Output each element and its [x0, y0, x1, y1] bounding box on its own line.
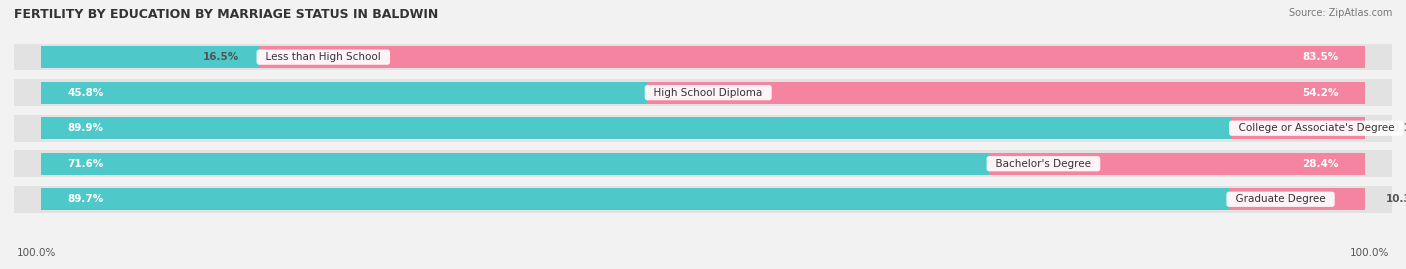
- Text: 71.6%: 71.6%: [67, 159, 104, 169]
- Bar: [41, 153, 990, 175]
- Bar: [41, 82, 647, 104]
- Text: 16.5%: 16.5%: [202, 52, 239, 62]
- Bar: [990, 153, 1365, 175]
- Text: Graduate Degree: Graduate Degree: [1229, 194, 1331, 204]
- Text: 100.0%: 100.0%: [1350, 248, 1389, 258]
- Bar: [14, 44, 1392, 70]
- Text: Source: ZipAtlas.com: Source: ZipAtlas.com: [1288, 8, 1392, 18]
- Text: 100.0%: 100.0%: [17, 248, 56, 258]
- Bar: [259, 46, 1365, 68]
- Bar: [14, 150, 1392, 177]
- Legend: Married, Unmarried: Married, Unmarried: [620, 264, 786, 269]
- Text: 89.9%: 89.9%: [67, 123, 103, 133]
- Text: 10.3%: 10.3%: [1385, 194, 1406, 204]
- Bar: [41, 46, 259, 68]
- Bar: [14, 115, 1392, 141]
- Text: Less than High School: Less than High School: [259, 52, 388, 62]
- Bar: [14, 186, 1392, 213]
- Text: 10.1%: 10.1%: [1385, 123, 1406, 133]
- Bar: [647, 82, 1365, 104]
- Bar: [1232, 117, 1365, 139]
- Text: Bachelor's Degree: Bachelor's Degree: [990, 159, 1098, 169]
- Text: FERTILITY BY EDUCATION BY MARRIAGE STATUS IN BALDWIN: FERTILITY BY EDUCATION BY MARRIAGE STATU…: [14, 8, 439, 21]
- Text: 83.5%: 83.5%: [1303, 52, 1339, 62]
- Bar: [14, 79, 1392, 106]
- Bar: [41, 117, 1232, 139]
- Text: 89.7%: 89.7%: [67, 194, 103, 204]
- Bar: [1229, 188, 1365, 210]
- Bar: [41, 188, 1229, 210]
- Text: College or Associate's Degree: College or Associate's Degree: [1232, 123, 1400, 133]
- Text: 54.2%: 54.2%: [1302, 88, 1339, 98]
- Text: 45.8%: 45.8%: [67, 88, 104, 98]
- Text: High School Diploma: High School Diploma: [647, 88, 769, 98]
- Text: 28.4%: 28.4%: [1302, 159, 1339, 169]
